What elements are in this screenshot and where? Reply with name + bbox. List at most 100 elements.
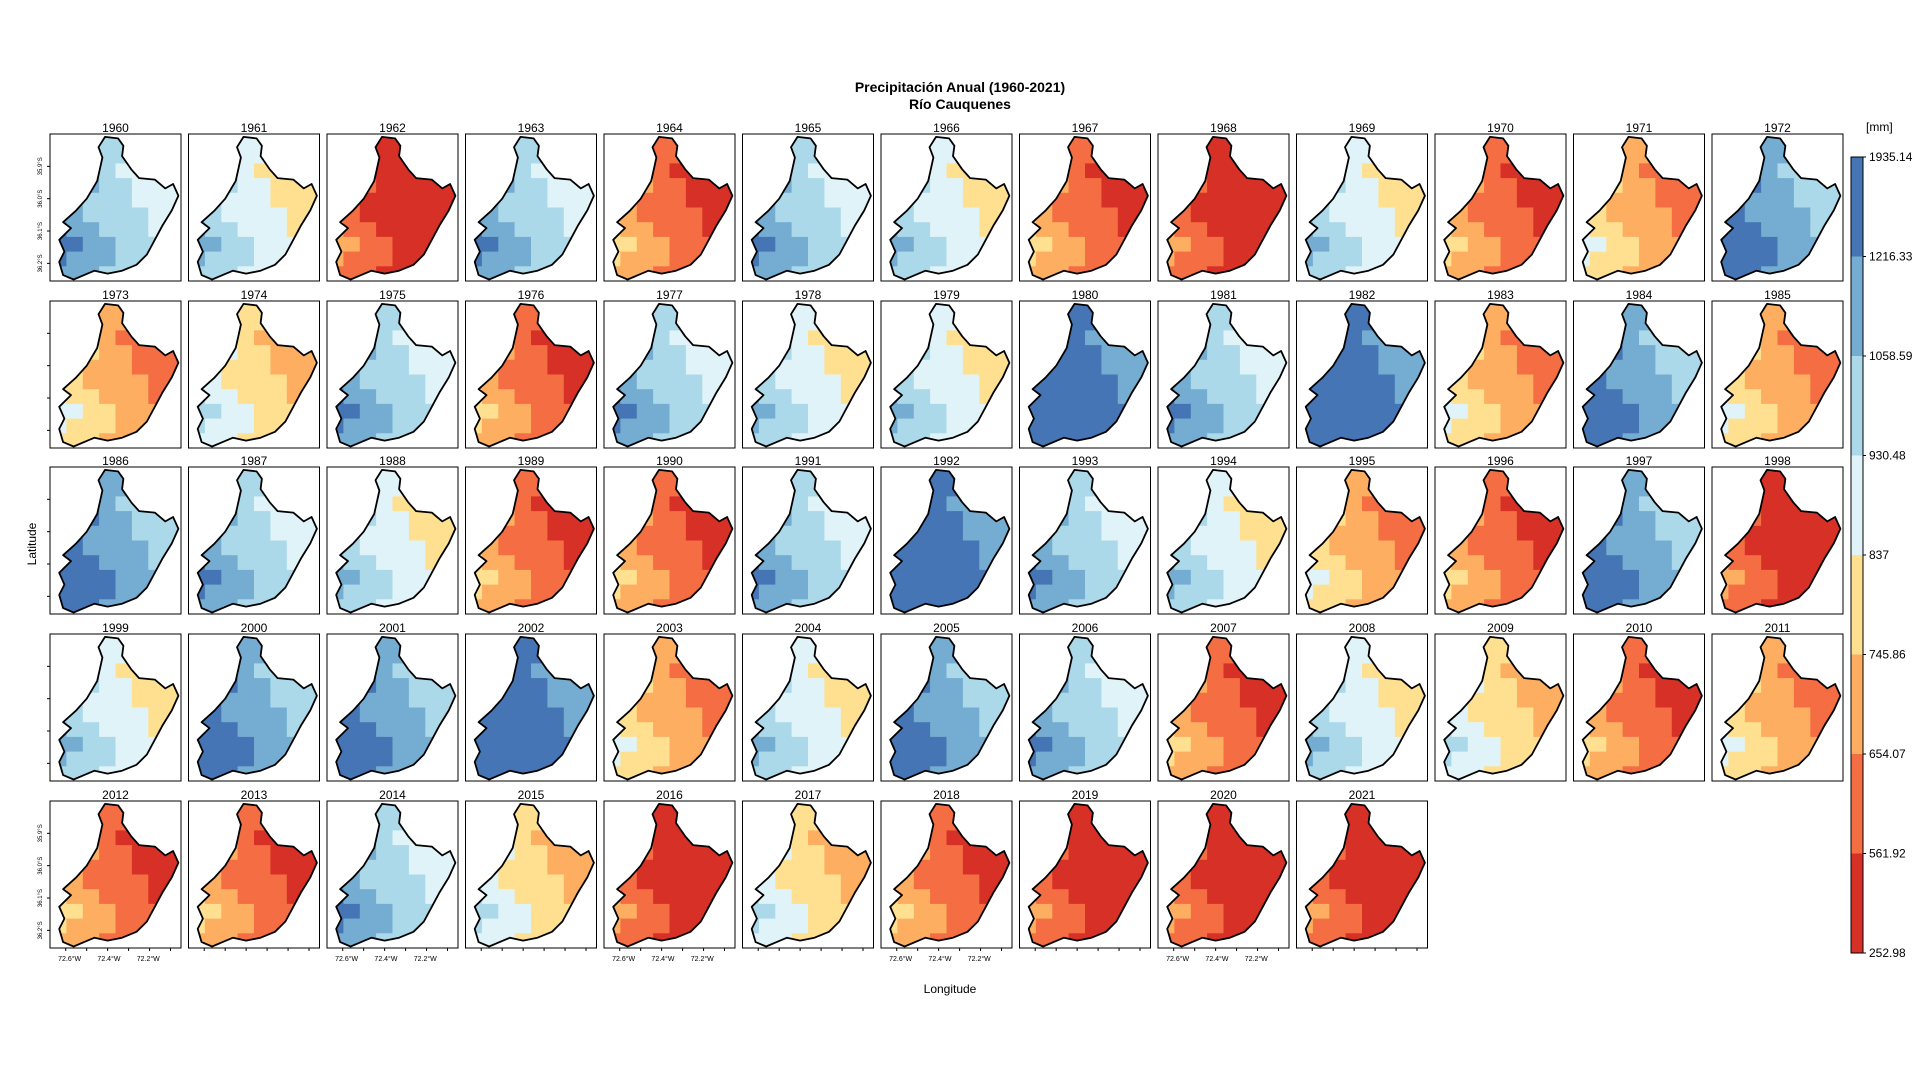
raster-cell xyxy=(148,330,166,346)
raster-cell xyxy=(718,889,733,905)
raster-cell xyxy=(1207,418,1225,434)
raster-cell xyxy=(148,540,166,556)
raster-cell xyxy=(66,845,84,861)
raster-cell xyxy=(1207,178,1225,194)
raster-cell xyxy=(653,315,671,331)
raster-cell xyxy=(164,599,179,613)
raster-cell xyxy=(99,859,117,876)
raster-cell xyxy=(1777,236,1795,253)
raster-cell xyxy=(1655,148,1673,164)
raster-cell xyxy=(685,692,703,709)
raster-cell xyxy=(1451,330,1469,346)
raster-cell xyxy=(359,874,377,890)
raster-cell xyxy=(1589,469,1607,483)
raster-cell xyxy=(1190,648,1208,664)
raster-cell xyxy=(1451,540,1469,556)
raster-cell xyxy=(82,236,100,253)
map-panel: 2006 xyxy=(1019,621,1151,782)
raster-cell xyxy=(718,496,733,512)
raster-cell xyxy=(270,178,288,194)
raster-cell xyxy=(1655,315,1673,331)
raster-cell xyxy=(857,481,871,497)
raster-cell xyxy=(1639,722,1656,738)
raster-cell xyxy=(718,933,733,947)
raster-cell xyxy=(1671,330,1689,346)
raster-cell xyxy=(1516,163,1534,179)
raster-cell xyxy=(653,236,671,253)
raster-cell xyxy=(913,374,931,390)
raster-cell xyxy=(1467,663,1485,679)
raster-cell xyxy=(1305,736,1314,753)
raster-cell xyxy=(343,555,361,571)
raster-cell xyxy=(758,496,776,512)
raster-cell xyxy=(702,648,720,664)
raster-cell xyxy=(221,736,239,753)
raster-cell xyxy=(1761,389,1779,405)
raster-cell xyxy=(775,403,793,420)
raster-cell xyxy=(930,496,948,512)
raster-cell xyxy=(82,136,100,150)
raster-cell xyxy=(99,374,117,390)
raster-cell xyxy=(99,345,117,361)
raster-cell xyxy=(1134,222,1148,238)
raster-cell xyxy=(1305,469,1314,483)
raster-cell xyxy=(1167,692,1175,709)
raster-cell xyxy=(1500,403,1518,420)
raster-cell xyxy=(1582,345,1591,361)
raster-cell xyxy=(1052,222,1070,238)
raster-cell xyxy=(1378,136,1396,150)
raster-cell xyxy=(1101,707,1119,723)
raster-cell xyxy=(840,707,858,723)
raster-cell xyxy=(751,859,760,876)
panel-frame xyxy=(1296,133,1428,282)
raster-cell xyxy=(1793,678,1811,694)
raster-cell xyxy=(115,496,133,512)
raster-cell xyxy=(1826,207,1841,223)
raster-cell xyxy=(653,569,671,586)
raster-cell xyxy=(1329,315,1347,331)
raster-cell xyxy=(962,692,980,709)
raster-cell xyxy=(653,525,671,542)
raster-cell xyxy=(1761,359,1779,376)
raster-cell xyxy=(1052,163,1070,179)
map-panel: 1963 xyxy=(465,121,597,282)
raster-cell xyxy=(270,525,288,542)
raster-cell xyxy=(930,663,948,679)
raster-cell xyxy=(204,403,222,420)
raster-cell xyxy=(857,918,871,934)
precip-raster xyxy=(613,469,733,613)
raster-cell xyxy=(66,481,84,497)
raster-cell xyxy=(1451,648,1469,664)
raster-cell xyxy=(1516,345,1534,361)
raster-cell xyxy=(1500,315,1518,331)
raster-cell xyxy=(270,236,288,253)
raster-cell xyxy=(824,766,842,780)
raster-cell xyxy=(775,251,793,267)
raster-cell xyxy=(531,830,548,846)
raster-cell xyxy=(1582,315,1591,331)
raster-cell xyxy=(1101,766,1119,780)
raster-cell xyxy=(1500,540,1518,556)
raster-cell xyxy=(702,418,720,434)
raster-cell xyxy=(82,389,100,405)
panel-year-label: 1968 xyxy=(1210,121,1237,135)
basin-outline xyxy=(1166,135,1288,281)
raster-cell xyxy=(254,751,271,767)
raster-cell xyxy=(613,678,621,694)
raster-cell xyxy=(237,648,255,664)
raster-cell xyxy=(563,859,581,876)
raster-cell xyxy=(946,403,964,420)
raster-cell xyxy=(204,345,222,361)
raster-cell xyxy=(1068,648,1086,664)
raster-cell xyxy=(1101,136,1119,150)
raster-cell xyxy=(1167,251,1175,267)
raster-cell xyxy=(131,678,149,694)
raster-cell xyxy=(636,815,654,831)
raster-cell xyxy=(1329,648,1347,664)
raster-cell xyxy=(1312,555,1330,571)
raster-cell xyxy=(1622,481,1640,497)
raster-cell xyxy=(791,903,809,920)
raster-cell xyxy=(441,222,456,238)
raster-cell xyxy=(441,903,456,920)
raster-cell xyxy=(1207,374,1225,390)
